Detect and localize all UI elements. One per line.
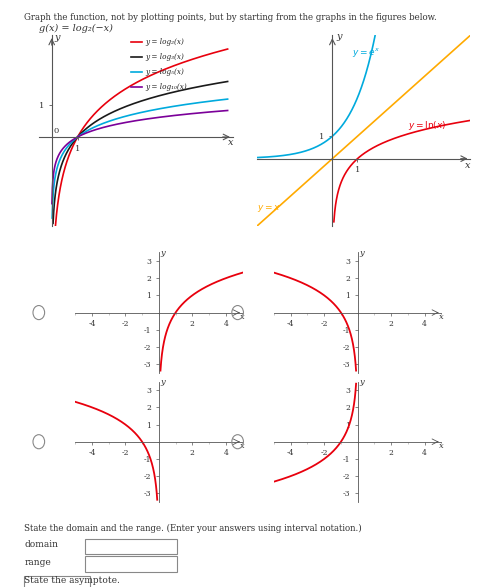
Text: y: y — [359, 249, 363, 257]
Text: y: y — [359, 378, 363, 386]
Text: $y = e^x$: $y = e^x$ — [352, 46, 380, 59]
Text: $y = \ln(x)$: $y = \ln(x)$ — [407, 119, 445, 132]
Text: y = log₁₀(x): y = log₁₀(x) — [145, 83, 187, 92]
Text: Graph the function, not by plotting points, but by starting from the graphs in t: Graph the function, not by plotting poin… — [24, 13, 436, 22]
Text: y: y — [160, 378, 165, 386]
Text: y: y — [55, 33, 60, 42]
Text: g(x) = log₂(−x): g(x) = log₂(−x) — [39, 23, 112, 33]
Text: x: x — [227, 138, 233, 147]
Text: y = log₃(x): y = log₃(x) — [145, 53, 184, 61]
Text: y = log₂(x): y = log₂(x) — [145, 38, 184, 46]
Text: x: x — [438, 313, 443, 321]
Text: y = log₅(x): y = log₅(x) — [145, 68, 184, 76]
Text: State the asymptote.: State the asymptote. — [24, 576, 120, 585]
Text: x: x — [438, 442, 443, 450]
Text: x: x — [240, 313, 244, 321]
Text: domain: domain — [24, 540, 58, 549]
Text: x: x — [465, 161, 470, 170]
Text: $y = x$: $y = x$ — [257, 203, 280, 214]
Text: x: x — [240, 442, 244, 450]
Text: y: y — [160, 249, 165, 257]
Text: State the domain and the range. (Enter your answers using interval notation.): State the domain and the range. (Enter y… — [24, 524, 361, 533]
Text: y: y — [335, 32, 341, 41]
Text: range: range — [24, 558, 51, 566]
Text: 0: 0 — [54, 127, 59, 135]
